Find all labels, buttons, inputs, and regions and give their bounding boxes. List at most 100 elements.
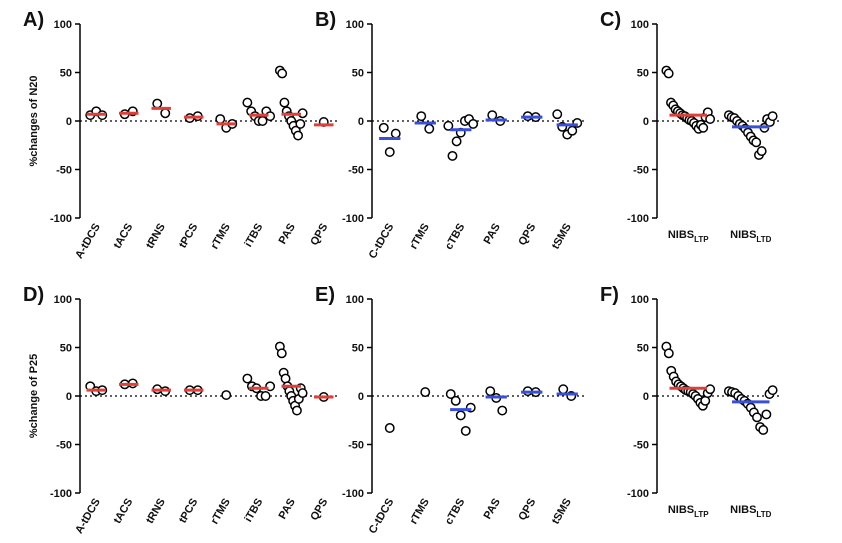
data-point <box>279 97 290 108</box>
panel-label: A) <box>23 9 44 31</box>
x-tick-label: PAS <box>277 497 298 522</box>
x-tick-label: PAS <box>277 222 298 247</box>
x-tick-label: cTBS <box>443 222 467 252</box>
x-tick-label: NIBSLTP <box>668 504 709 519</box>
x-tick-label: rTMS <box>209 222 233 252</box>
x-tick-label: QPS <box>308 497 330 523</box>
panel-label: D) <box>23 284 44 306</box>
data-point <box>384 147 395 157</box>
y-tick-label: -100 <box>627 488 649 500</box>
x-tick-label: QPS <box>308 222 330 248</box>
x-tick-label: NIBSLTD <box>730 229 771 244</box>
data-point <box>277 68 288 79</box>
data-point <box>221 390 232 400</box>
data-point <box>447 150 458 161</box>
x-tick-label: A-tDCS <box>73 222 103 261</box>
x-tick-label: tACS <box>112 497 136 526</box>
y-tick-label: 50 <box>352 343 364 355</box>
panel-label: C) <box>600 9 621 31</box>
y-tick-label: -100 <box>50 213 72 225</box>
x-tick-label: QPS <box>516 497 538 523</box>
x-tick-label: iTBS <box>242 222 265 250</box>
y-tick-label: -50 <box>633 440 649 452</box>
data-point <box>758 425 769 435</box>
data-point <box>242 97 253 108</box>
y-tick-label: -100 <box>627 213 649 225</box>
y-tick-label: -50 <box>348 165 364 177</box>
data-point <box>552 109 563 120</box>
y-tick-label: 0 <box>66 391 72 403</box>
y-tick-label: 50 <box>637 68 649 80</box>
x-tick-label: C-tDCS <box>367 497 397 536</box>
x-tick-label: cTBS <box>443 497 467 527</box>
data-point <box>756 146 767 157</box>
data-point <box>384 423 395 433</box>
data-point <box>416 111 427 122</box>
data-point <box>761 409 772 420</box>
y-tick-label: 50 <box>60 68 72 80</box>
data-point <box>455 410 466 421</box>
data-point <box>445 389 456 400</box>
data-point <box>242 373 253 384</box>
x-tick-label: iTBS <box>242 497 265 525</box>
y-tick-label: 100 <box>631 19 649 31</box>
data-point <box>443 120 454 131</box>
y-tick-label: 100 <box>346 19 364 31</box>
x-tick-label: PAS <box>482 222 503 247</box>
data-point <box>291 405 302 416</box>
data-point <box>567 125 578 136</box>
data-point <box>451 136 462 147</box>
data-point <box>558 384 569 395</box>
y-tick-label: 50 <box>637 343 649 355</box>
data-point <box>260 391 271 401</box>
x-tick-label: tSMS <box>550 497 574 527</box>
data-point <box>390 128 401 139</box>
y-tick-label: -100 <box>342 213 364 225</box>
category-name: NIBS <box>730 229 756 241</box>
x-tick-label: tSMS <box>550 222 574 252</box>
y-tick-label: -50 <box>56 165 72 177</box>
y-tick-label: 100 <box>54 294 72 306</box>
panel-label: F) <box>600 284 619 306</box>
y-tick-label: -50 <box>348 440 364 452</box>
data-point <box>293 130 304 141</box>
data-point <box>215 114 226 125</box>
panel-label: B) <box>315 9 336 31</box>
x-tick-label: rTMS <box>209 497 233 527</box>
data-point <box>468 118 479 129</box>
data-point <box>767 111 778 122</box>
data-point <box>450 395 461 406</box>
x-tick-label: QPS <box>516 222 538 248</box>
x-tick-label: A-tDCS <box>73 497 103 536</box>
data-point <box>705 384 716 395</box>
x-tick-label: PAS <box>482 497 503 522</box>
data-point <box>460 425 471 436</box>
y-tick-label: 50 <box>352 68 364 80</box>
panel-label: E) <box>315 284 335 306</box>
data-point <box>160 108 171 119</box>
x-tick-label: tRNS <box>144 222 168 251</box>
data-point <box>485 386 496 397</box>
y-tick-label: 0 <box>358 116 364 128</box>
x-tick-label: NIBSLTD <box>730 504 771 519</box>
data-point <box>663 68 674 79</box>
y-axis-label: %changes of N20 <box>28 75 40 166</box>
category-subscript: LTD <box>756 510 771 519</box>
x-tick-label: rTMS <box>408 222 432 252</box>
data-point <box>751 137 762 148</box>
x-tick-label: tRNS <box>144 497 168 526</box>
data-point <box>257 116 268 126</box>
data-point <box>705 114 716 125</box>
x-tick-label: NIBSLTP <box>668 229 709 244</box>
data-point <box>295 118 306 129</box>
category-name: NIBS <box>668 504 694 516</box>
data-point <box>487 110 498 121</box>
y-tick-label: 50 <box>60 343 72 355</box>
data-point <box>752 412 762 423</box>
y-tick-label: -100 <box>342 488 364 500</box>
y-axis-label: %change of P25 <box>28 354 40 438</box>
y-tick-label: 0 <box>643 116 649 128</box>
x-tick-label: tACS <box>112 222 136 251</box>
y-tick-label: 0 <box>358 391 364 403</box>
